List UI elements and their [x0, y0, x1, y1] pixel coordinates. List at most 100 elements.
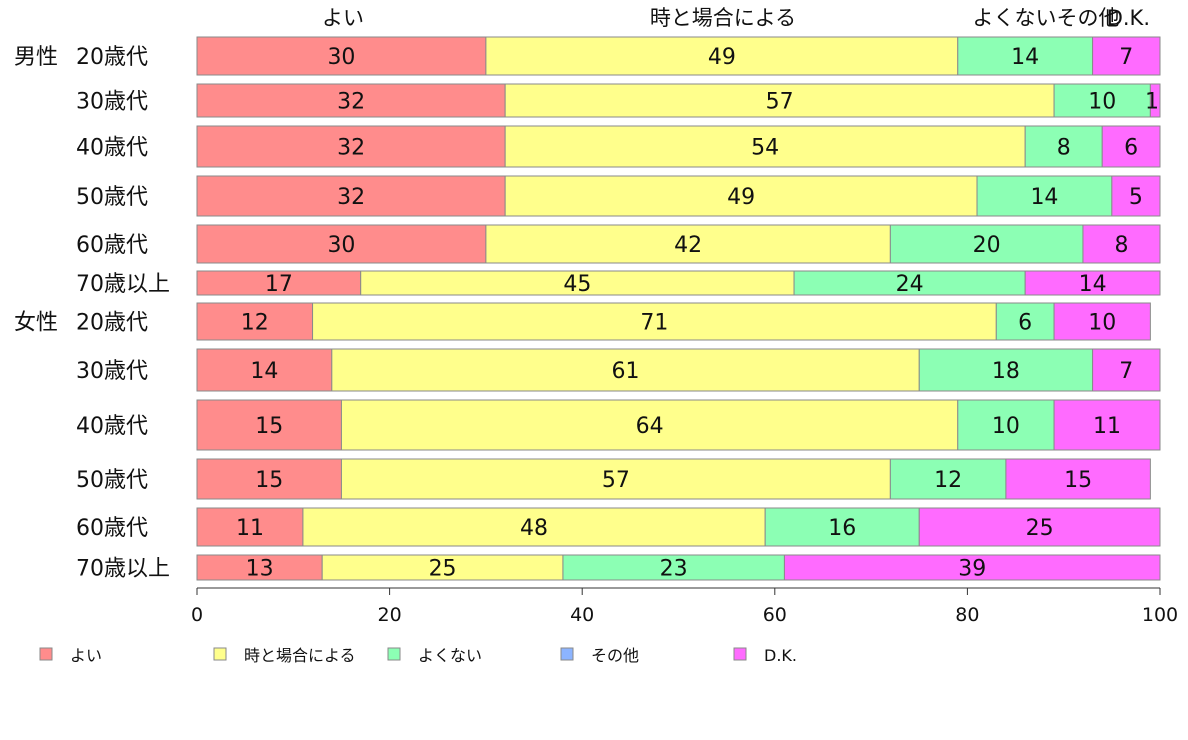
group-label: 男性	[14, 45, 58, 70]
bar-segment	[764, 507, 920, 547]
category-label: 50歳代	[76, 468, 148, 493]
bar-segment	[1005, 458, 1151, 500]
bar-segment	[504, 83, 1055, 118]
data-label: 1	[1145, 90, 1159, 115]
bar-segment	[1111, 175, 1161, 217]
bar-segment	[1092, 348, 1161, 392]
data-label: 39	[958, 557, 986, 582]
data-label: 13	[246, 557, 274, 582]
bar-segment	[312, 302, 997, 341]
bar-segment	[504, 125, 1026, 168]
data-label: 14	[1079, 272, 1107, 297]
header-label-3: D.K.	[1107, 6, 1150, 30]
x-tick-label: 20	[378, 604, 402, 626]
category-label: 60歳代	[76, 233, 148, 258]
bar-segment	[562, 554, 785, 581]
bar-segment	[196, 83, 506, 118]
data-label: 7	[1119, 45, 1133, 70]
bar-segment	[196, 399, 342, 451]
category-label: 70歳以上	[76, 272, 170, 297]
data-label: 32	[337, 185, 365, 210]
data-label: 10	[992, 414, 1020, 439]
category-label: 20歳代	[76, 45, 148, 70]
bar-segment	[1053, 399, 1161, 451]
header-label-1: 時と場合による	[650, 6, 796, 30]
bar-segment	[957, 399, 1055, 451]
category-label: 30歳代	[76, 359, 148, 384]
group-label: 女性	[14, 311, 58, 336]
category-label: 50歳代	[76, 185, 148, 210]
data-label: 11	[1093, 414, 1121, 439]
x-tick-label: 100	[1142, 604, 1178, 626]
bar-segment	[918, 507, 1161, 547]
bar-segment	[918, 348, 1094, 392]
data-label: 15	[1064, 468, 1092, 493]
bar-segment	[889, 458, 1007, 500]
bar-segment	[196, 302, 314, 341]
data-label: 8	[1114, 233, 1128, 258]
data-label: 71	[640, 311, 668, 336]
bar-segment	[1024, 270, 1161, 296]
header-label-2: よくないその他	[973, 6, 1120, 30]
data-label: 57	[766, 90, 794, 115]
category-label: 40歳代	[76, 136, 148, 161]
legend-label: D.K.	[764, 646, 797, 665]
data-label: 12	[934, 468, 962, 493]
data-label: 42	[674, 233, 702, 258]
data-label: 8	[1057, 136, 1071, 161]
data-label: 64	[636, 414, 664, 439]
data-label: 14	[1030, 185, 1058, 210]
data-label: 57	[602, 468, 630, 493]
bar-segment	[196, 125, 506, 168]
bar-segment	[196, 175, 506, 217]
legend-swatch	[39, 647, 53, 661]
bar-segment	[889, 224, 1084, 264]
data-label: 14	[1011, 45, 1039, 70]
data-label: 12	[241, 311, 269, 336]
data-label: 30	[327, 45, 355, 70]
data-label: 25	[429, 557, 457, 582]
x-tick-label: 60	[763, 604, 787, 626]
category-label: 20歳代	[76, 311, 148, 336]
bar-segment	[331, 348, 920, 392]
legend-label: 時と場合による	[244, 646, 356, 665]
bar-segment	[196, 36, 487, 76]
data-label: 14	[250, 359, 278, 384]
category-label: 60歳代	[76, 516, 148, 541]
data-label: 45	[563, 272, 591, 297]
data-label: 61	[612, 359, 640, 384]
bar-segment	[340, 458, 891, 500]
data-label: 6	[1018, 311, 1032, 336]
x-tick-label: 80	[955, 604, 979, 626]
data-label: 6	[1124, 136, 1138, 161]
bar-segment	[1024, 125, 1103, 168]
bar-segment	[1053, 302, 1151, 341]
bar-segment	[340, 399, 959, 451]
legend-swatch	[213, 647, 227, 661]
data-label: 15	[255, 468, 283, 493]
data-label: 32	[337, 90, 365, 115]
bar-segment	[1101, 125, 1161, 168]
data-label: 49	[708, 45, 736, 70]
bar-segment	[504, 175, 978, 217]
bar-segment	[976, 175, 1113, 217]
bar-segment	[957, 36, 1094, 76]
data-label: 5	[1129, 185, 1143, 210]
data-label: 32	[337, 136, 365, 161]
data-label: 49	[727, 185, 755, 210]
data-label: 30	[327, 233, 355, 258]
data-label: 54	[751, 136, 779, 161]
category-label: 40歳代	[76, 414, 148, 439]
data-label: 48	[520, 516, 548, 541]
legend-label: よい	[70, 646, 102, 665]
x-tick-label: 40	[570, 604, 594, 626]
bar-segment	[485, 36, 959, 76]
legend-swatch	[387, 647, 401, 661]
legend-label: よくない	[418, 646, 482, 665]
data-label: 17	[265, 272, 293, 297]
bar-segment	[793, 270, 1026, 296]
legend-swatch	[560, 647, 574, 661]
data-label: 23	[660, 557, 688, 582]
